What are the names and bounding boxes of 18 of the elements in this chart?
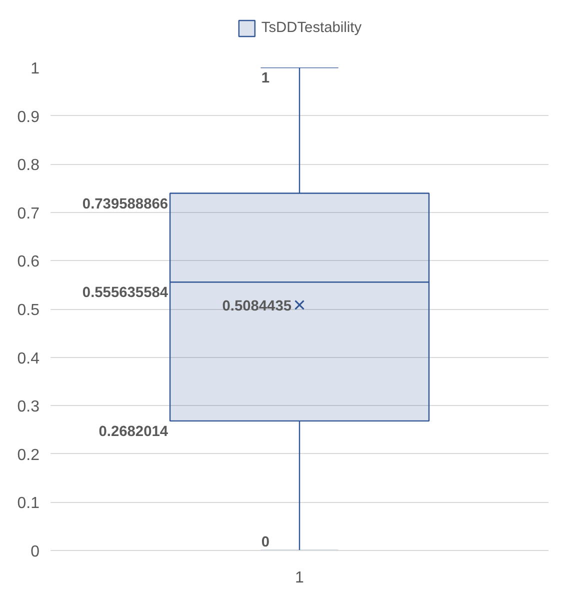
- annotation: 0.739588866: [82, 196, 168, 212]
- y-tick-label: 0.1: [17, 495, 40, 512]
- y-tick-label: 0.7: [17, 205, 40, 222]
- annotation: 0.5084435: [222, 298, 292, 314]
- y-tick-label: 0.9: [17, 108, 40, 126]
- text: 1: [295, 570, 304, 586]
- y-tick-label: 1: [30, 60, 40, 78]
- legend-label: TsDDTestability: [261, 20, 362, 36]
- y-tick-label: 0.5: [17, 302, 40, 319]
- annotation: 0.555635584: [82, 285, 169, 302]
- y-tick-label: 0.8: [17, 157, 40, 174]
- y-tick-label: 0.2: [17, 446, 40, 464]
- y-tick-label: 0.4: [17, 350, 40, 368]
- annotation: 0: [261, 534, 270, 550]
- y-tick-label: 0.3: [17, 398, 40, 416]
- y-tick-label: 0.6: [17, 254, 40, 271]
- y-tick-label: 0: [30, 544, 40, 560]
- annotation: 0.2682014: [98, 424, 169, 440]
